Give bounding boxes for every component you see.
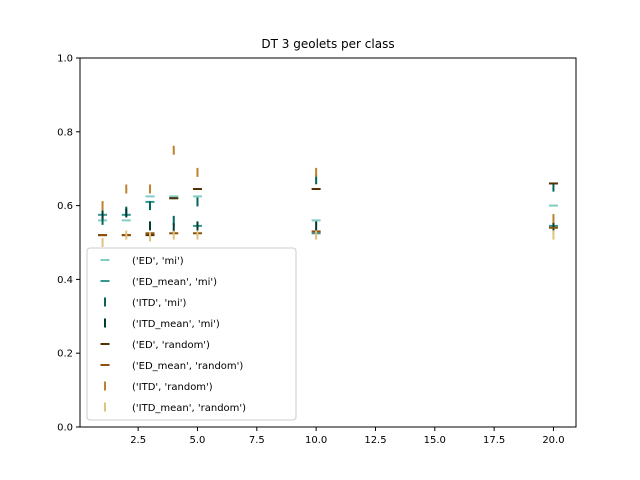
legend-label: ('ITD_mean', 'mi') (132, 319, 220, 330)
y-tick-label: 0.8 (57, 127, 73, 138)
legend: ('ED', 'mi') ('ED_mean', 'mi') ('ITD', 'mi… (86, 247, 297, 421)
legend-label: ('ED_mean', 'mi') (132, 277, 217, 288)
x-tick-label: 17.5 (483, 435, 505, 446)
x-tick-label: 2.5 (130, 435, 146, 446)
x-tick-label: 5.0 (190, 435, 206, 446)
legend-box (86, 247, 297, 421)
y-tick-label: 0.0 (57, 423, 73, 434)
legend-label: ('ITD', 'random') (132, 382, 213, 393)
legend-label: ('ITD_mean', 'random') (132, 403, 246, 414)
y-tick-label: 0.4 (57, 275, 73, 286)
x-tick-label: 15.0 (424, 435, 446, 446)
x-tick-label: 7.5 (249, 435, 265, 446)
x-tick-label: 20.0 (542, 435, 564, 446)
y-tick-label: 1.0 (57, 54, 73, 65)
y-tick-label: 0.6 (57, 201, 73, 212)
x-tick-label: 12.5 (364, 435, 386, 446)
plot-area: 2.5 5.0 7.5 10.0 12.5 15.0 17.5 20.0 0.0 0.2 0.4 0.… (57, 54, 577, 446)
legend-label: ('ED_mean', 'random') (132, 361, 243, 372)
chart-title: DT 3 geolets per class (261, 37, 394, 51)
legend-label: ('ITD', 'mi') (132, 298, 187, 309)
legend-label: ('ED', 'random') (132, 340, 210, 351)
axes-frame (79, 57, 577, 428)
legend-label: ('ED', 'mi') (132, 256, 184, 267)
x-tick-label: 10.0 (305, 435, 327, 446)
y-tick-label: 0.2 (57, 349, 73, 360)
data-marks (98, 145, 558, 247)
